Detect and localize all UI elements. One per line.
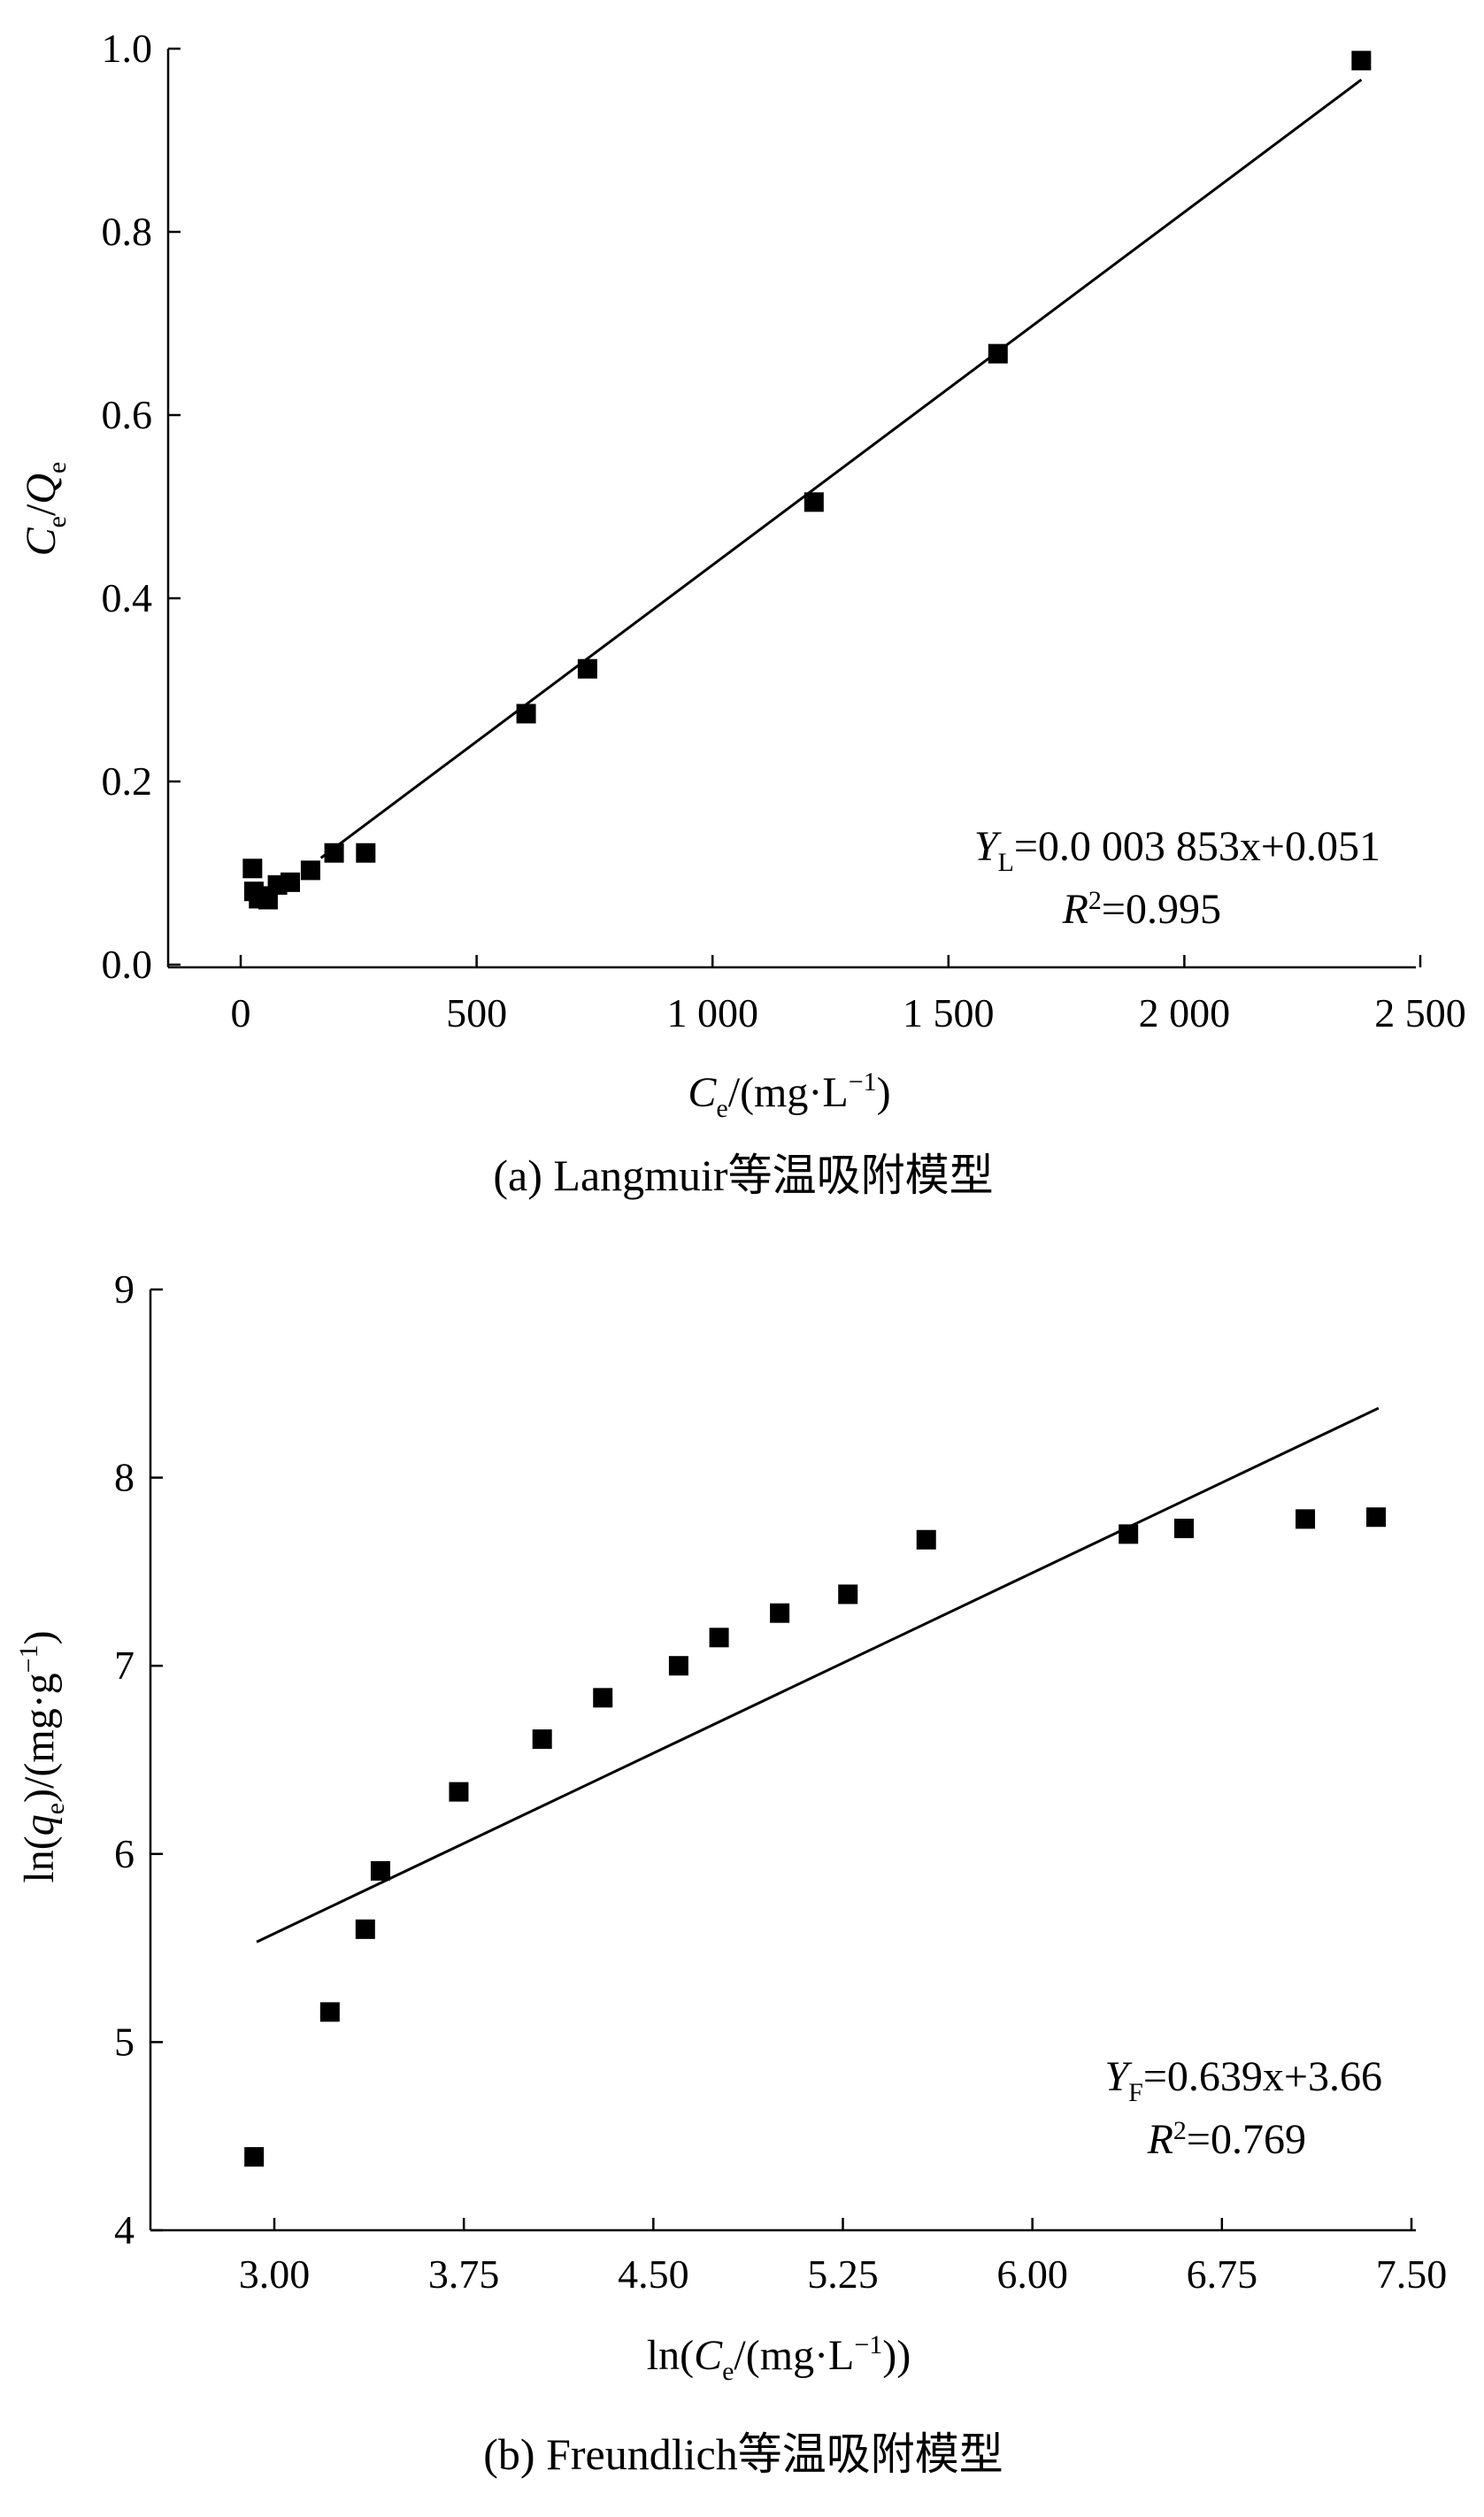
x-axis-label: ln(Ce/(mg·L−1)) — [647, 2330, 911, 2386]
y-tick-label: 0.0 — [102, 942, 153, 987]
x-tick-label: 3.00 — [239, 2251, 311, 2297]
chart-langmuir: 0 500 1 000 1 500 2 000 2 500 0.0 0.2 0.4 0.6 0.8… — [18, 26, 1466, 1200]
r-squared-label: R2=0.769 — [1147, 2116, 1306, 2163]
y-tick-label: 7 — [114, 1643, 135, 1688]
data-point — [1174, 1519, 1194, 1539]
data-point — [258, 889, 278, 910]
fit-line-group — [319, 78, 1363, 859]
x-ticks: 0 500 1 000 1 500 2 000 2 500 — [231, 955, 1466, 1035]
x-tick-label: 2 500 — [1374, 990, 1466, 1035]
x-tick-label: 500 — [446, 990, 507, 1035]
data-point — [319, 2002, 340, 2022]
y-tick-label: 0.6 — [102, 392, 153, 437]
x-tick-label: 7.50 — [1376, 2251, 1448, 2297]
y-axis-label: ln(qe)/(mg·g−1) — [14, 1630, 70, 1882]
chart-caption: (b) Freundlich等温吸附模型 — [483, 2429, 1003, 2479]
data-point — [838, 1584, 858, 1605]
y-ticks: 4 5 6 7 8 9 — [114, 1266, 163, 2252]
x-ticks: 3.00 3.75 4.50 5.25 6.00 6.75 7.50 — [239, 2218, 1448, 2297]
data-point — [355, 1919, 375, 1939]
y-tick-label: 6 — [114, 1831, 135, 1876]
chart-freundlich: 3.00 3.75 4.50 5.25 6.00 6.75 7.50 4 5 6 7 8 9 YF=0… — [14, 1266, 1447, 2479]
data-points — [242, 50, 1372, 910]
y-tick-label: 0.4 — [102, 575, 153, 620]
data-point — [244, 2147, 265, 2167]
equation-label: YL=0.0 003 853x+0.051 — [974, 823, 1380, 877]
data-point — [709, 1628, 729, 1648]
data-point — [370, 1860, 390, 1881]
data-point — [593, 1688, 613, 1708]
data-point — [449, 1782, 469, 1802]
data-point — [1296, 1509, 1316, 1529]
data-points — [244, 1507, 1387, 2167]
data-point — [532, 1729, 552, 1750]
fit-line — [319, 78, 1363, 859]
y-tick-label: 0.2 — [102, 758, 153, 804]
x-axis-label: Ce/(mg·L−1) — [688, 1067, 890, 1123]
data-point — [1351, 50, 1372, 71]
y-tick-label: 1.0 — [102, 26, 153, 71]
data-point — [356, 843, 376, 863]
chart-caption: (a) Langmuir等温吸附模型 — [493, 1151, 993, 1200]
x-tick-label: 5.25 — [807, 2251, 879, 2297]
data-point — [300, 860, 320, 881]
r-squared-label: R2=0.995 — [1062, 886, 1221, 933]
y-tick-label: 8 — [114, 1455, 135, 1500]
y-axis-label: Ce/Qe — [18, 462, 72, 557]
x-tick-label: 1 500 — [903, 990, 995, 1035]
fit-line-group — [256, 1406, 1380, 1944]
data-point — [324, 843, 344, 863]
data-point — [516, 704, 536, 724]
fit-line — [256, 1406, 1380, 1944]
x-tick-label: 4.50 — [618, 2251, 689, 2297]
x-tick-label: 1 000 — [666, 990, 758, 1035]
y-tick-label: 4 — [114, 2207, 135, 2252]
x-tick-label: 2 000 — [1139, 990, 1231, 1035]
x-tick-label: 6.75 — [1187, 2251, 1258, 2297]
data-point — [916, 1529, 936, 1550]
y-tick-label: 9 — [114, 1266, 135, 1312]
data-point — [988, 343, 1008, 364]
x-tick-label: 6.00 — [996, 2251, 1068, 2297]
x-tick-label: 3.75 — [428, 2251, 500, 2297]
y-ticks: 0.0 0.2 0.4 0.6 0.8 1.0 — [102, 26, 181, 987]
data-point — [280, 872, 300, 892]
data-point — [804, 492, 824, 512]
data-point — [1366, 1507, 1387, 1528]
x-tick-label: 0 — [231, 990, 251, 1035]
data-point — [770, 1603, 790, 1623]
data-point — [1119, 1524, 1139, 1544]
data-point — [242, 858, 263, 879]
y-tick-label: 5 — [114, 2019, 135, 2064]
equation-label: YF=0.639x+3.66 — [1104, 2053, 1382, 2107]
data-point — [668, 1656, 688, 1676]
y-tick-label: 0.8 — [102, 209, 153, 254]
data-point — [577, 658, 597, 679]
